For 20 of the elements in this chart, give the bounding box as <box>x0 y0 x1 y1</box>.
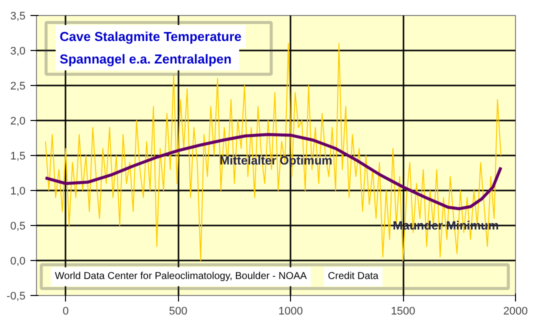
x-tick-label: 500 <box>169 306 188 318</box>
y-tick-label: 2,5 <box>10 80 26 92</box>
x-tick-label: 1000 <box>278 306 303 318</box>
text: Cave Stalagmite Temperature <box>60 29 242 44</box>
annotation: Credit Data <box>328 271 379 282</box>
text: Spannagel e.a. Zentralalpen <box>60 51 232 66</box>
x-tick-label: 2000 <box>503 306 528 318</box>
y-tick-label: 3,5 <box>10 10 26 22</box>
line-series <box>44 43 502 261</box>
y-tick-label: 0,5 <box>10 220 26 232</box>
y-tick-label: -0,5 <box>6 290 26 302</box>
y-tick-label: 1,5 <box>10 150 26 162</box>
y-tick-label: 0,0 <box>10 256 26 268</box>
line-series <box>44 133 502 210</box>
y-tick-label: 2,0 <box>10 116 26 128</box>
x-tick-label: 1500 <box>390 306 416 318</box>
annotation: World Data Center for Paleoclimatology, Boulder - NOAA <box>54 271 308 282</box>
y-tick-label: 1,0 <box>10 186 26 198</box>
y-tick-label: 3,0 <box>10 46 26 58</box>
x-tick-label: 0 <box>62 306 69 318</box>
